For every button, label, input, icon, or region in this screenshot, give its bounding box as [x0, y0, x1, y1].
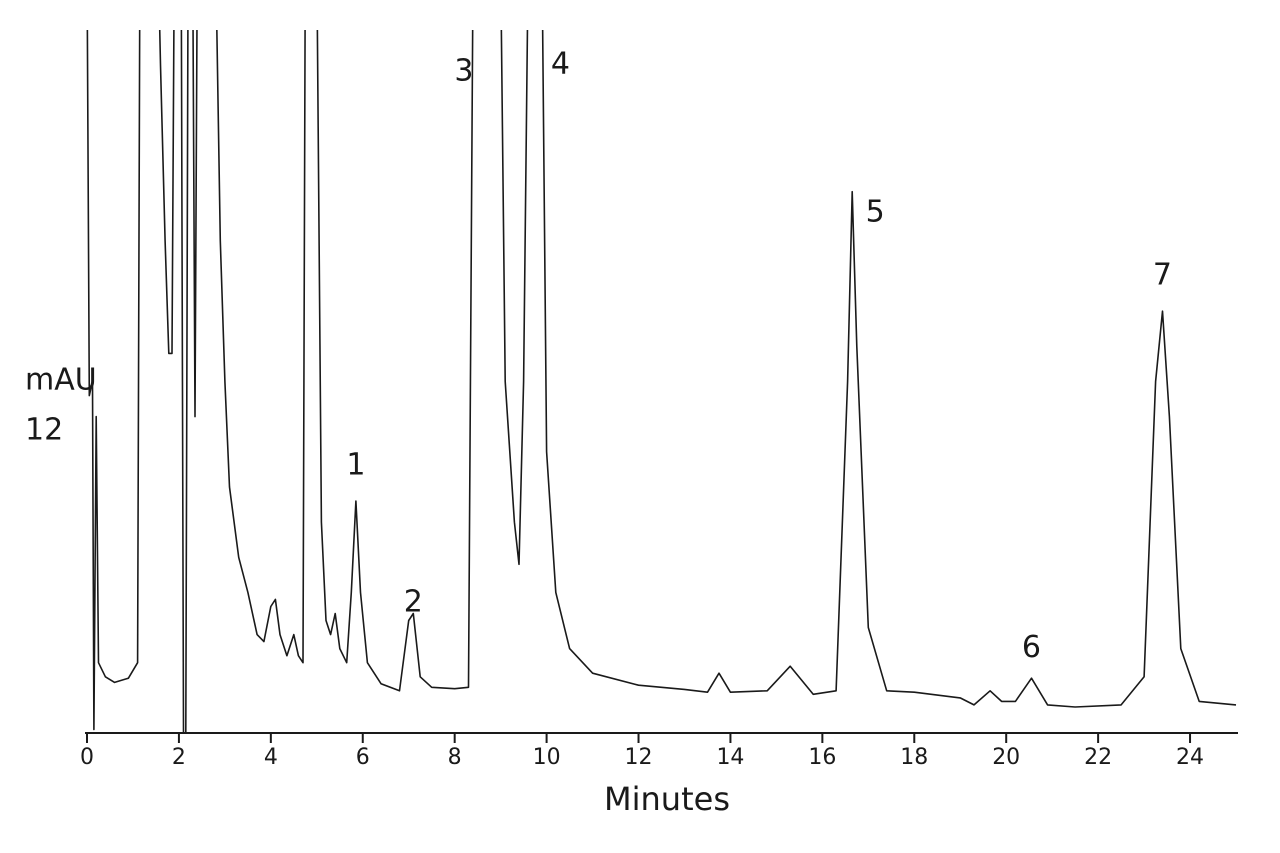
x-tick-label: 24 — [1176, 745, 1204, 770]
peak-label: 4 — [551, 47, 570, 82]
x-tick-label: 14 — [716, 745, 744, 770]
y-axis-label: mAU — [25, 363, 97, 398]
peak-label: 3 — [454, 54, 473, 89]
x-tick-label: 18 — [900, 745, 928, 770]
x-tick-label: 0 — [80, 745, 94, 770]
x-tick-label: 12 — [625, 745, 653, 770]
x-axis-label: Minutes — [604, 780, 730, 818]
x-tick-label: 6 — [356, 745, 370, 770]
x-tick-label: 10 — [533, 745, 561, 770]
peak-label: 7 — [1153, 258, 1172, 293]
chromatogram-trace — [86, 30, 1237, 734]
x-tick-label: 8 — [448, 745, 462, 770]
x-tick-label: 2 — [172, 745, 186, 770]
x-tick-label: 20 — [992, 745, 1020, 770]
peak-label: 1 — [346, 447, 365, 482]
x-tick-label: 4 — [264, 745, 278, 770]
peak-label: 5 — [866, 194, 885, 229]
y-scale-label: 12 — [25, 413, 63, 448]
trace-group — [86, 30, 1237, 734]
x-tick-label: 22 — [1084, 745, 1112, 770]
peak-label: 6 — [1022, 630, 1041, 665]
peak-label: 2 — [404, 584, 423, 619]
x-tick-label: 16 — [808, 745, 836, 770]
